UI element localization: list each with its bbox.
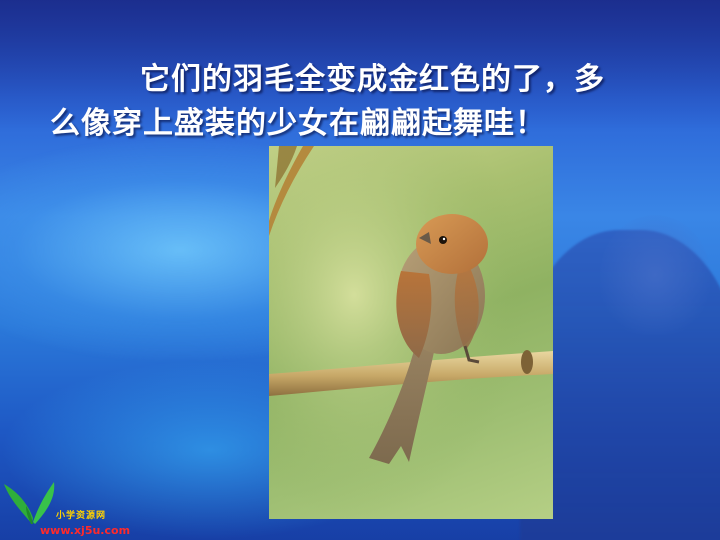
background-top-shade: [0, 0, 720, 130]
bird-illustration: [269, 146, 553, 519]
twig-shadow: [275, 146, 297, 188]
logo-url[interactable]: www.xj5u.com: [40, 524, 131, 537]
leaf-icon: [4, 482, 55, 524]
branch-node: [521, 350, 533, 374]
bird-tail: [369, 331, 437, 464]
bird-eye: [439, 236, 447, 244]
bird-beak: [419, 232, 431, 244]
background-right-shape-top: [600, 215, 710, 335]
bird-head: [416, 214, 488, 274]
site-logo[interactable]: 小学资源网 www.xj5u.com: [0, 478, 160, 540]
bird-wing-right: [454, 266, 479, 351]
bird-wing-left: [396, 271, 432, 358]
logo-site-name: 小学资源网: [56, 511, 107, 521]
bird-photo: [269, 146, 553, 519]
bird-eye-highlight: [442, 237, 446, 241]
slide-text: 它们的羽毛全变成金红色的了，多么像穿上盛装的少女在翩翩起舞哇！: [50, 62, 605, 141]
bird-foot: [463, 345, 480, 364]
